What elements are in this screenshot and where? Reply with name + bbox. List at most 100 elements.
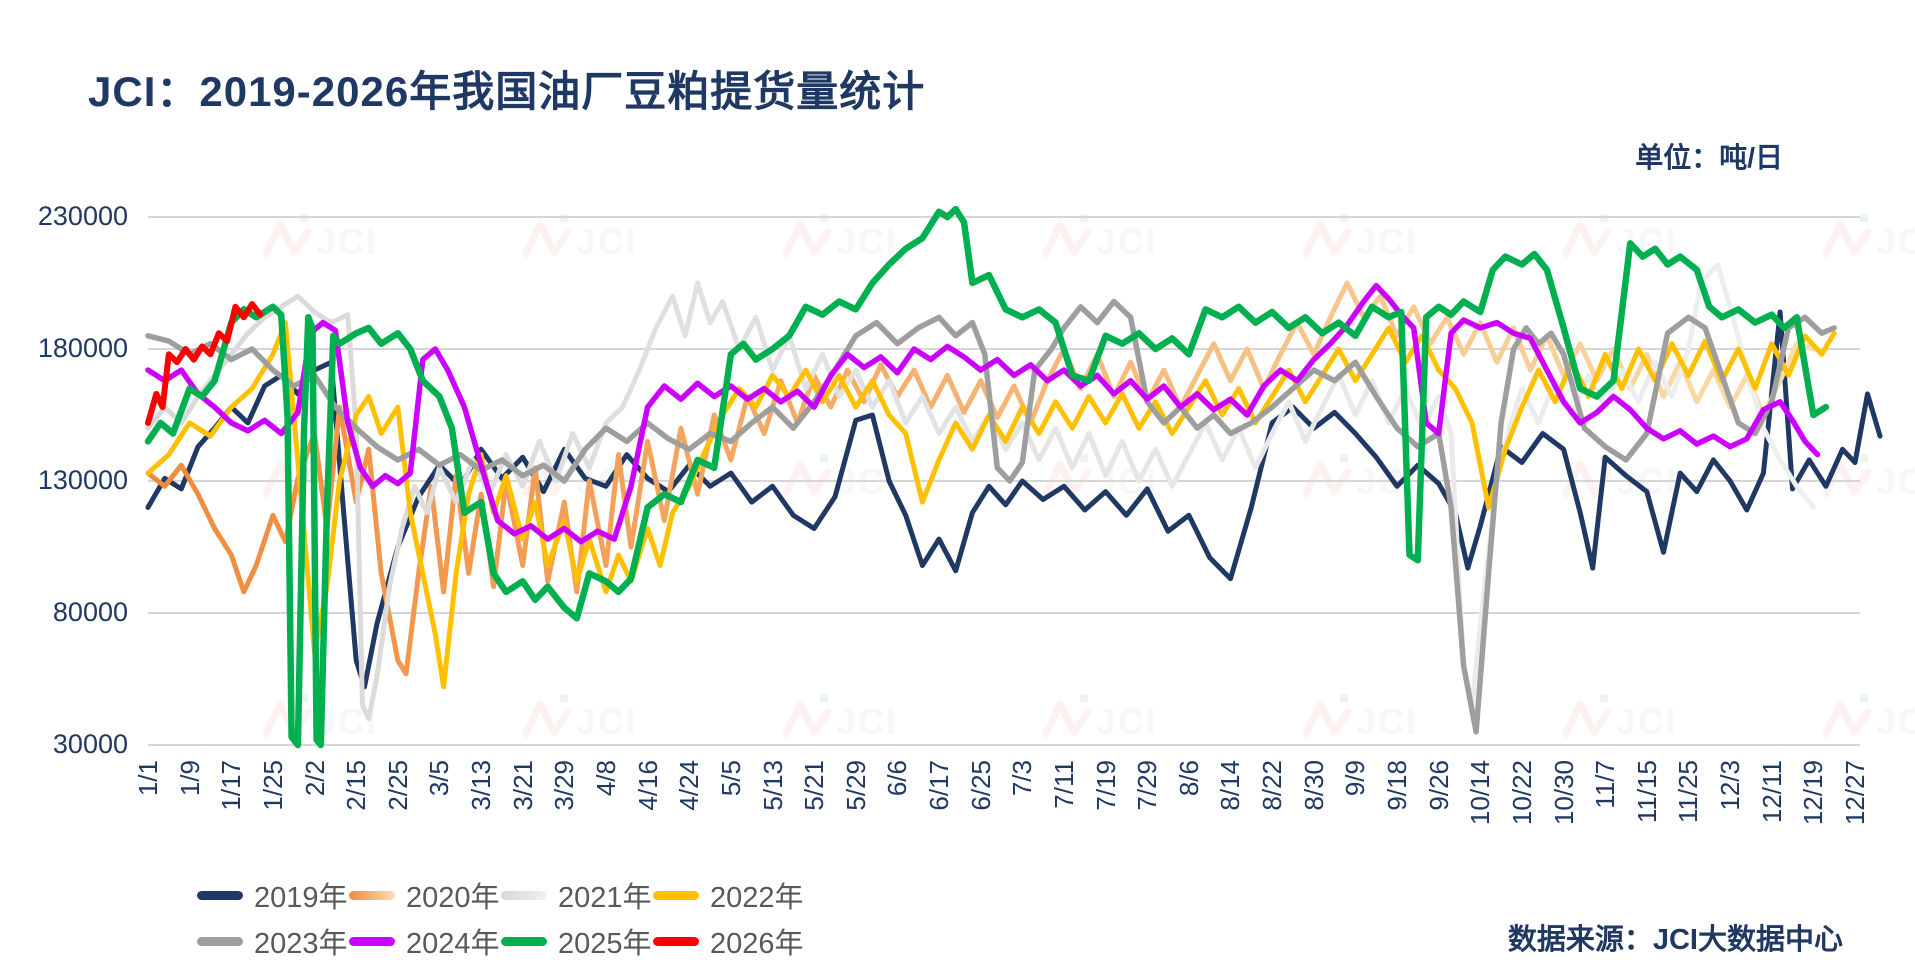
y-axis-label: 30000 [52,729,128,759]
jci-watermark: JCI [262,214,378,262]
svg-text:JCI: JCI [1616,701,1678,742]
jci-watermark: JCI [1562,454,1676,502]
legend-item-2022年: 2022年 [653,874,805,916]
jci-watermark: JCI [1562,694,1678,742]
series-line-2021年 [145,262,1816,722]
legend-label: 2025年 [558,928,652,960]
x-axis-label: 3/13 [466,760,497,811]
svg-text:JCI: JCI [836,221,898,262]
jci-watermark: JCI [1302,214,1416,262]
x-axis-label: 6/25 [965,760,996,811]
legend-label: 2020年 [406,882,500,914]
legend-label: 2021年 [558,882,652,914]
legend-item-2025年: 2025年 [501,920,653,962]
x-axis-label: 1/1 [133,760,163,797]
series-line-2022年 [145,320,1837,690]
jci-watermark: JCI [1302,454,1416,502]
y-axis-label: 80000 [52,597,128,627]
x-axis-label: 6/17 [924,760,955,811]
series-line-2025年 [144,205,1830,749]
jci-watermark: JCI [782,214,898,262]
jci-watermark: JCI [1042,214,1158,262]
x-axis-label: 8/6 [1173,760,1204,797]
legend-item-2023年: 2023年 [197,920,349,962]
x-axis-label: 5/29 [840,760,871,811]
x-axis-label: 12/11 [1756,760,1787,824]
svg-text:JCI: JCI [1356,701,1418,742]
x-axis-label: 3/5 [424,760,455,797]
x-axis-label: 1/25 [257,760,288,811]
legend-swatch-2025年 [501,936,547,946]
jci-watermark: JCI [1302,694,1418,742]
legend-label: 2019年 [254,882,348,914]
svg-text:JCI: JCI [1096,221,1158,262]
svg-text:JCI: JCI [1096,701,1158,742]
y-axis-label: 180000 [37,333,128,363]
legend-item-2024年: 2024年 [349,920,501,962]
x-axis-label: 4/16 [632,760,663,811]
legend: 2019年 2020年 2021年 2022年 2023年 2024年 2025年 2026… [197,872,857,964]
series-line-2023年 [145,298,1837,735]
x-axis-label: 7/19 [1090,760,1121,811]
svg-text:JCI: JCI [1876,701,1915,742]
x-axis-label: 11/7 [1590,760,1621,809]
legend-swatch-2023年 [197,936,243,946]
x-axis-label: 9/9 [1340,760,1371,797]
watermark-layer: JCI JCI JCI JCI JCI JCI JCI JCI JCI JCI JCI JCI JCI J… [262,214,1915,742]
x-axis-label: 7/11 [1048,760,1079,809]
svg-text:JCI: JCI [576,701,638,742]
y-axis-label: 130000 [37,465,128,495]
series-line-2026年 [145,301,264,426]
x-axis-label: 1/17 [216,760,247,811]
legend-swatch-2019年 [197,890,243,900]
legend-item-2019年: 2019年 [197,874,349,916]
x-axis-label: 1/9 [174,760,205,797]
x-axis-label: 12/27 [1840,760,1870,826]
svg-text:JCI: JCI [576,221,638,262]
x-axis-label: 5/5 [715,760,746,797]
jci-watermark: JCI [1042,694,1158,742]
x-axis-label: 12/19 [1798,760,1829,826]
jci-watermark: JCI [1822,694,1915,742]
x-axis-label: 7/3 [1007,760,1038,797]
legend-label: 2023年 [254,928,348,960]
legend-swatch-2026年 [653,936,699,946]
x-axis-label: 5/21 [799,760,830,811]
x-axis-label: 2/25 [382,760,413,811]
series-line-2024年 [145,282,1821,545]
x-axis-label: 3/21 [507,760,538,811]
x-axis-label: 10/14 [1465,760,1496,826]
x-axis-label: 12/3 [1715,760,1746,811]
x-axis-label: 10/30 [1548,760,1579,826]
svg-text:JCI: JCI [1876,221,1915,262]
series-layer [144,205,1883,749]
svg-text:JCI: JCI [1876,461,1915,502]
legend-swatch-2024年 [349,936,395,946]
jci-watermark: JCI [782,694,898,742]
legend-label: 2024年 [406,928,500,960]
legend-swatch-2022年 [653,890,699,900]
x-axis-label: 8/22 [1257,760,1288,811]
x-axis-label: 7/29 [1132,760,1163,811]
jci-watermark: JCI [522,214,638,262]
x-axis-label: 2/2 [299,760,330,797]
legend-label: 2022年 [710,882,804,914]
jci-watermark: JCI [1822,214,1915,262]
svg-text:JCI: JCI [316,221,378,262]
chart-title: JCI：2019-2026年我国油厂豆粕提货量统计 [88,68,926,115]
x-axis-label: 6/6 [882,760,913,797]
y-axis-label: 230000 [37,201,128,231]
svg-text:JCI: JCI [836,701,898,742]
jci-watermark: JCI [1822,454,1915,502]
x-axis-label: 5/13 [757,760,788,811]
legend-swatch-2021年 [501,890,547,900]
x-axis-label: 2/15 [341,760,372,811]
data-source-label: 数据来源：JCI大数据中心 [1507,924,1843,956]
x-axis-label: 8/14 [1215,760,1246,811]
legend-row-2: 2023年 2024年 2025年 2026年 [197,918,857,964]
legend-swatch-2020年 [349,890,395,900]
legend-item-2021年: 2021年 [501,874,653,916]
x-axis-label: 9/26 [1423,760,1454,811]
